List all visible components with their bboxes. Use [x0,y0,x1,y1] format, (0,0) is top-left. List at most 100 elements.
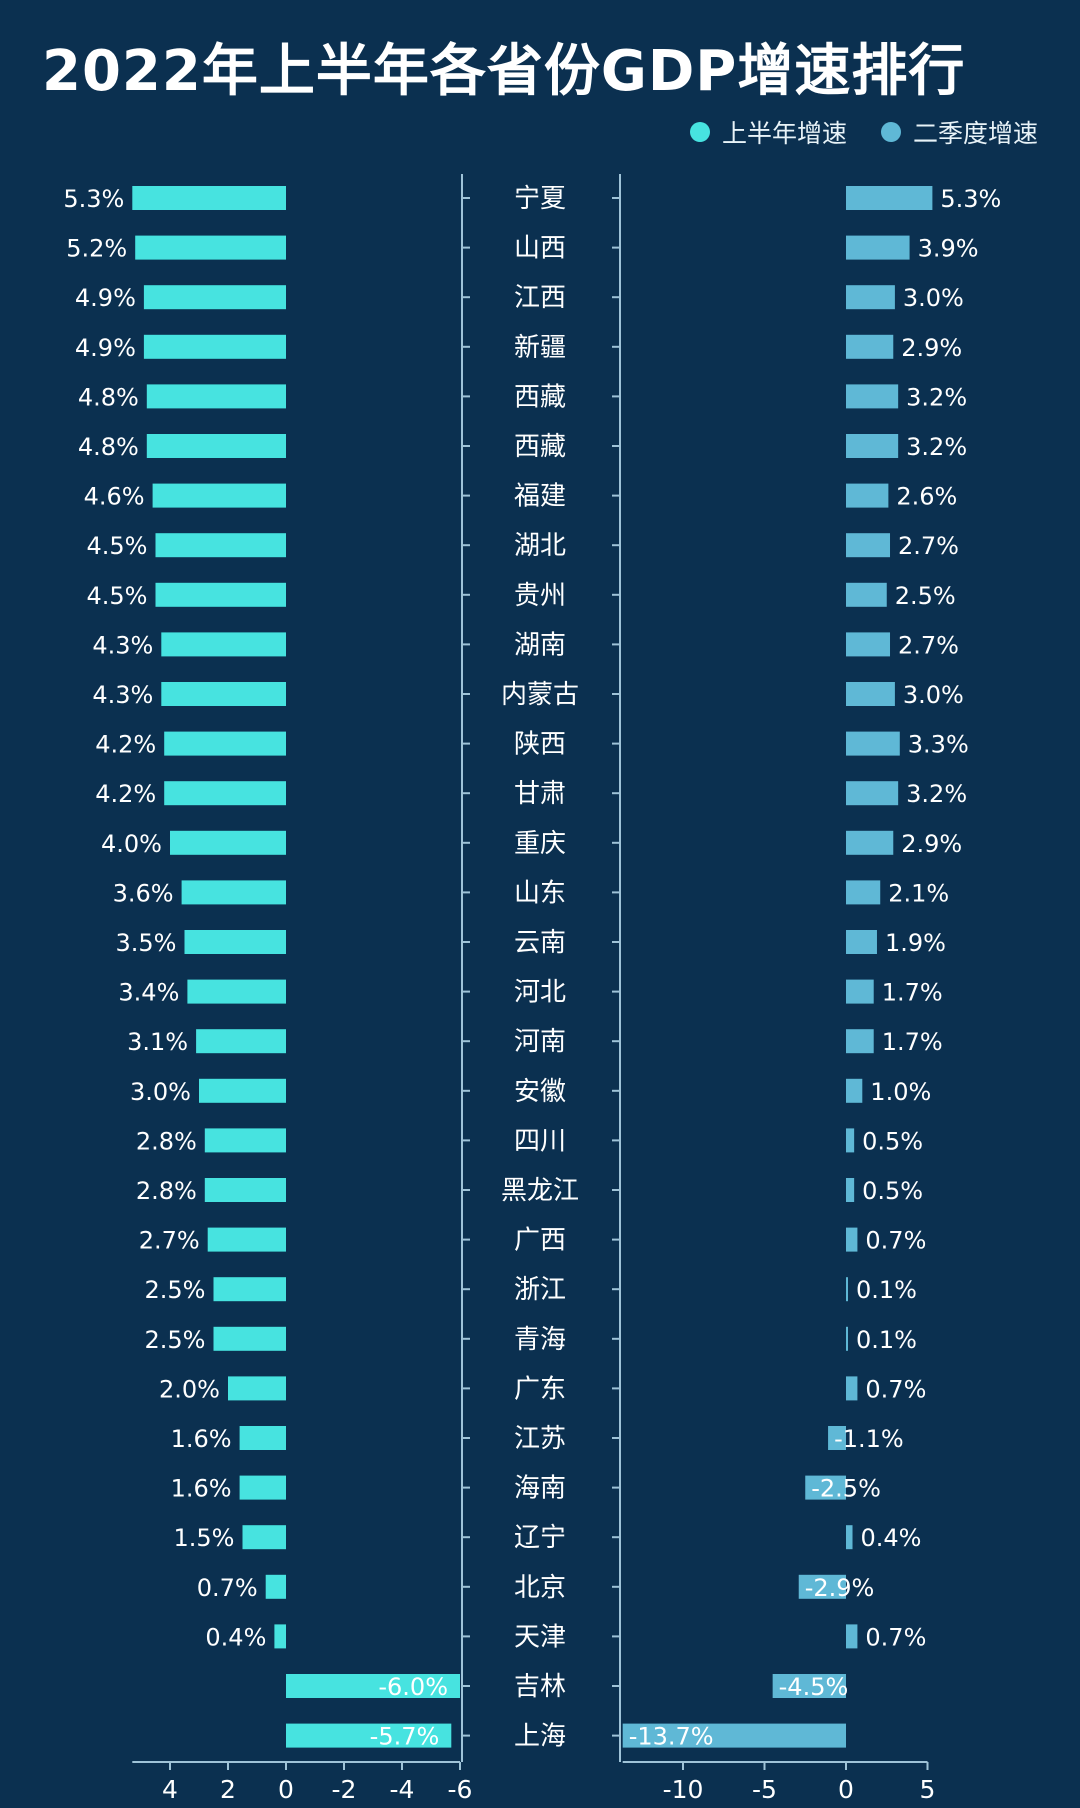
h1-bar [286,1674,460,1698]
q2-data-label: 2.9% [901,830,962,858]
chart-title: 2022年上半年各省份GDP增速排行 [42,39,966,104]
h1-bar [155,582,286,607]
h1-data-label: -6.0% [378,1673,448,1701]
h1-bar [274,1624,286,1649]
left-value-tick-label: -6 [448,1775,473,1804]
h1-bar [187,979,286,1004]
q2-bar [846,1029,874,1054]
province-label: 四川 [514,1126,566,1156]
province-label: 新疆 [514,333,566,363]
legend-swatch-h1 [689,122,710,142]
q2-data-label: 2.1% [888,879,949,907]
q2-data-label: 2.6% [896,483,957,511]
q2-bar [846,781,899,806]
q2-data-label: 2.5% [895,582,956,610]
q2-bar [846,434,899,458]
q2-bar [846,731,900,756]
h1-data-label: 0.4% [205,1623,266,1651]
h1-bar [135,235,286,260]
q2-bar [846,285,895,310]
legend-item-h1[interactable]: 上半年增速 [689,114,847,150]
q2-data-label: 2.7% [898,631,959,659]
left-value-tick-label: -2 [332,1775,357,1804]
h1-data-label: 3.1% [127,1028,188,1056]
q2-bar [846,235,910,260]
q2-bar [772,1674,846,1698]
h1-data-label: 0.7% [197,1574,258,1602]
province-label: 海南 [514,1474,566,1504]
h1-data-label: 4.2% [95,731,156,759]
province-label: 甘肃 [514,779,566,809]
h1-bar [143,285,286,310]
q2-bar [846,1277,848,1302]
h1-bar [239,1475,286,1500]
q2-bar [846,1624,858,1649]
h1-bar [265,1574,286,1599]
legend: 上半年增速 二季度增速 [689,114,1038,150]
right-value-tick-label: -5 [752,1775,777,1804]
h1-data-label: 3.0% [130,1078,191,1106]
province-label: 山东 [514,878,566,908]
province-label: 湖南 [514,630,566,660]
q2-bar [846,582,887,607]
q2-data-label: 3.2% [906,433,967,461]
h1-data-label: 5.3% [63,185,124,213]
province-label: 辽宁 [514,1523,566,1553]
q2-bar [798,1574,846,1599]
h1-bar [152,483,286,508]
q2-bar [846,979,874,1004]
h1-data-label: 2.5% [145,1276,206,1304]
q2-bar [805,1475,846,1500]
h1-data-label: 1.5% [174,1524,235,1552]
h1-data-label: 2.8% [136,1177,197,1205]
legend-label-q2: 二季度增速 [912,119,1038,148]
h1-data-label: 3.6% [113,879,174,907]
q2-data-label: 3.2% [906,780,967,808]
q2-data-label: 0.4% [861,1524,922,1552]
province-label: 宁夏 [514,184,566,214]
h1-bar [213,1326,286,1351]
q2-data-label: 1.0% [870,1078,931,1106]
q2-data-label: -1.1% [834,1425,904,1453]
q2-data-label: 1.9% [885,929,946,957]
q2-bar [846,930,877,954]
h1-data-label: 4.6% [84,483,145,511]
q2-bar [846,632,891,657]
h1-bar [204,1128,286,1153]
h1-bar [161,682,286,706]
province-label: 浙江 [514,1275,566,1305]
right-value-tick-label: 5 [920,1775,936,1804]
q2-data-label: 2.7% [898,532,959,560]
province-label: 陕西 [514,730,566,760]
left-value-tick-label: -4 [390,1775,415,1804]
q2-bar [846,1376,858,1401]
q2-bar [846,1326,848,1351]
h1-bar [239,1426,286,1450]
province-label: 江西 [514,283,566,313]
h1-data-label: 2.8% [136,1127,197,1155]
q2-bar [846,1078,863,1103]
h1-data-label: 4.5% [87,582,148,610]
h1-data-label: 2.7% [139,1227,200,1255]
left-value-tick-label: 2 [220,1775,236,1804]
q2-bar [846,1227,858,1252]
legend-item-q2[interactable]: 二季度增速 [880,114,1038,150]
province-label: 云南 [514,928,566,958]
q2-data-label: 3.9% [918,235,979,263]
h1-data-label: 4.3% [92,631,153,659]
h1-data-label: 4.9% [75,284,136,312]
q2-data-label: 0.5% [862,1127,923,1155]
q2-data-label: 3.3% [908,731,969,759]
province-label: 西藏 [514,382,566,412]
q2-data-label: 3.0% [903,681,964,709]
h1-data-label: 1.6% [171,1425,232,1453]
h1-bar [204,1178,286,1202]
h1-bar [155,533,286,558]
h1-data-label: 2.5% [145,1326,206,1354]
right-value-tick-label: -10 [663,1775,704,1804]
q2-bar [828,1426,846,1450]
h1-bar [164,731,286,756]
province-label: 山西 [514,234,566,264]
q2-bar [846,1128,855,1153]
